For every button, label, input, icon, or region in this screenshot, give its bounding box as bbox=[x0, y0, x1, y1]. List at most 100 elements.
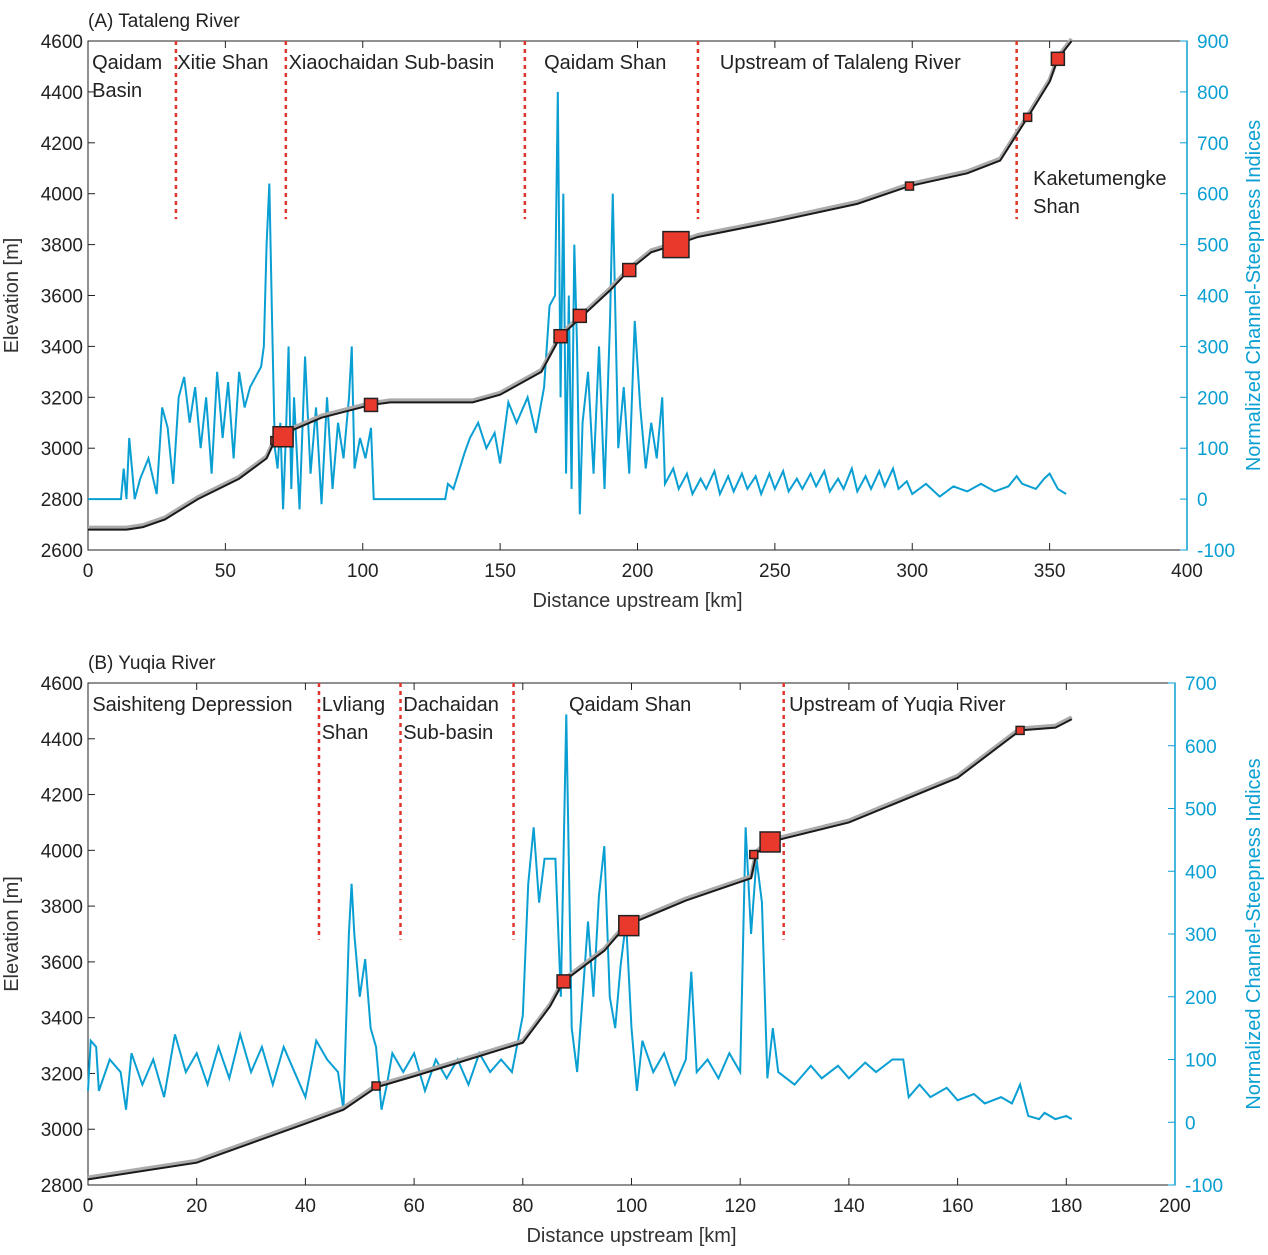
y-tick-label: 4200 bbox=[41, 786, 83, 807]
x-tick-label: 250 bbox=[759, 561, 791, 582]
region-label: Lvliang bbox=[322, 694, 385, 716]
region-label: Dachaidan bbox=[403, 694, 499, 716]
y-tick-label: 3400 bbox=[41, 337, 83, 358]
region-label: Sub-basin bbox=[403, 722, 493, 744]
region-label: Xiaochaidan Sub-basin bbox=[289, 52, 495, 74]
region-label: Upstream of Yuqia River bbox=[789, 694, 1006, 716]
x-tick-label: 120 bbox=[724, 1196, 756, 1217]
knickpoint-marker bbox=[272, 425, 294, 448]
elevation-profile bbox=[87, 718, 1073, 1181]
x-tick-label: 160 bbox=[942, 1196, 974, 1217]
y-tick-label: 3000 bbox=[41, 439, 83, 460]
y-tick-label: 3000 bbox=[41, 1120, 83, 1141]
knickpoint-marker bbox=[1050, 51, 1066, 67]
region-label: Qaidam bbox=[92, 52, 162, 74]
y-tick-label: 2800 bbox=[41, 1176, 83, 1197]
y2-tick-label: 500 bbox=[1185, 800, 1217, 821]
y2-tick-label: 300 bbox=[1197, 337, 1229, 358]
knickpoint-marker bbox=[556, 974, 571, 989]
y2-tick-label: 300 bbox=[1185, 925, 1217, 946]
x-tick-label: 200 bbox=[1159, 1196, 1191, 1217]
y2-tick-label: -100 bbox=[1185, 1176, 1223, 1197]
y-axis-label: Elevation [m] bbox=[1, 238, 23, 354]
y2-tick-label: 700 bbox=[1185, 674, 1217, 695]
x-tick-label: 100 bbox=[347, 561, 379, 582]
y2-tick-label: 700 bbox=[1197, 134, 1229, 155]
region-label: Kaketumengke bbox=[1033, 168, 1166, 190]
knickpoint-marker bbox=[1015, 725, 1025, 736]
region-label: Xitie Shan bbox=[177, 52, 268, 74]
x-tick-label: 80 bbox=[512, 1196, 533, 1217]
y-tick-label: 3200 bbox=[41, 1064, 83, 1085]
y2-tick-label: 800 bbox=[1197, 83, 1229, 104]
panel-0 bbox=[87, 40, 1188, 551]
x-tick-label: 0 bbox=[83, 1196, 94, 1217]
y-tick-label: 3800 bbox=[41, 897, 83, 918]
x-tick-label: 100 bbox=[616, 1196, 648, 1217]
knickpoint-marker bbox=[618, 914, 640, 937]
knickpoint-marker bbox=[749, 849, 759, 860]
y2-tick-label: 100 bbox=[1197, 439, 1229, 460]
x-tick-label: 400 bbox=[1171, 561, 1203, 582]
region-label: Qaidam Shan bbox=[569, 694, 691, 716]
y-tick-label: 4000 bbox=[41, 841, 83, 862]
y-tick-label: 4600 bbox=[41, 32, 83, 53]
x-tick-label: 0 bbox=[83, 561, 94, 582]
x-tick-label: 50 bbox=[215, 561, 236, 582]
y-tick-label: 3800 bbox=[41, 236, 83, 257]
y-tick-label: 4600 bbox=[41, 674, 83, 695]
y2-tick-label: 100 bbox=[1185, 1051, 1217, 1072]
y-tick-label: 3600 bbox=[41, 287, 83, 308]
y-tick-label: 3600 bbox=[41, 953, 83, 974]
y2-axis-label: Normalized Channel-Steepness Indices bbox=[1243, 758, 1265, 1109]
y-tick-label: 4400 bbox=[41, 730, 83, 751]
y2-tick-label: 500 bbox=[1197, 236, 1229, 257]
y-tick-label: 2600 bbox=[41, 541, 83, 562]
x-axis-label: Distance upstream [km] bbox=[526, 1225, 736, 1247]
y2-tick-label: 0 bbox=[1197, 490, 1208, 511]
x-tick-label: 180 bbox=[1050, 1196, 1082, 1217]
y-tick-label: 4400 bbox=[41, 83, 83, 104]
x-tick-label: 150 bbox=[484, 561, 516, 582]
y-tick-label: 2800 bbox=[41, 490, 83, 511]
y2-tick-label: 400 bbox=[1197, 287, 1229, 308]
y-tick-label: 4200 bbox=[41, 134, 83, 155]
y-tick-label: 3400 bbox=[41, 1009, 83, 1030]
y2-tick-label: 400 bbox=[1185, 862, 1217, 883]
y2-tick-label: -100 bbox=[1197, 541, 1235, 562]
y2-tick-label: 600 bbox=[1185, 737, 1217, 758]
knickpoint-marker bbox=[904, 181, 915, 191]
region-label: Qaidam Shan bbox=[544, 52, 666, 74]
y2-tick-label: 200 bbox=[1197, 388, 1229, 409]
knickpoint-marker bbox=[371, 1081, 381, 1091]
x-tick-label: 40 bbox=[295, 1196, 316, 1217]
x-tick-label: 60 bbox=[404, 1196, 425, 1217]
knickpoint-marker bbox=[759, 831, 781, 853]
knickpoint-marker bbox=[363, 397, 379, 413]
panel-title: (B) Yuqia River bbox=[88, 653, 216, 674]
panel-title: (A) Tataleng River bbox=[88, 11, 240, 32]
knickpoint-marker bbox=[572, 308, 588, 324]
x-tick-label: 350 bbox=[1034, 561, 1066, 582]
y-axis-label: Elevation [m] bbox=[1, 876, 23, 992]
knickpoint-marker bbox=[553, 328, 568, 344]
x-tick-label: 140 bbox=[833, 1196, 865, 1217]
y-tick-label: 3200 bbox=[41, 388, 83, 409]
y2-tick-label: 600 bbox=[1197, 185, 1229, 206]
x-axis-label: Distance upstream [km] bbox=[532, 590, 742, 612]
x-tick-label: 20 bbox=[186, 1196, 207, 1217]
x-tick-label: 300 bbox=[896, 561, 928, 582]
region-label: Upstream of Talaleng River bbox=[720, 52, 961, 74]
knickpoint-marker bbox=[1022, 112, 1033, 123]
region-label: Basin bbox=[92, 80, 142, 102]
y-tick-label: 4000 bbox=[41, 185, 83, 206]
y2-tick-label: 900 bbox=[1197, 32, 1229, 53]
y2-tick-label: 200 bbox=[1185, 988, 1217, 1009]
region-label: Shan bbox=[322, 722, 369, 744]
knickpoint-marker bbox=[662, 230, 690, 259]
y2-tick-label: 0 bbox=[1185, 1113, 1196, 1134]
y2-axis-label: Normalized Channel-Steepness Indices bbox=[1243, 120, 1265, 471]
ksn-series bbox=[87, 714, 1073, 1121]
x-tick-label: 200 bbox=[622, 561, 654, 582]
